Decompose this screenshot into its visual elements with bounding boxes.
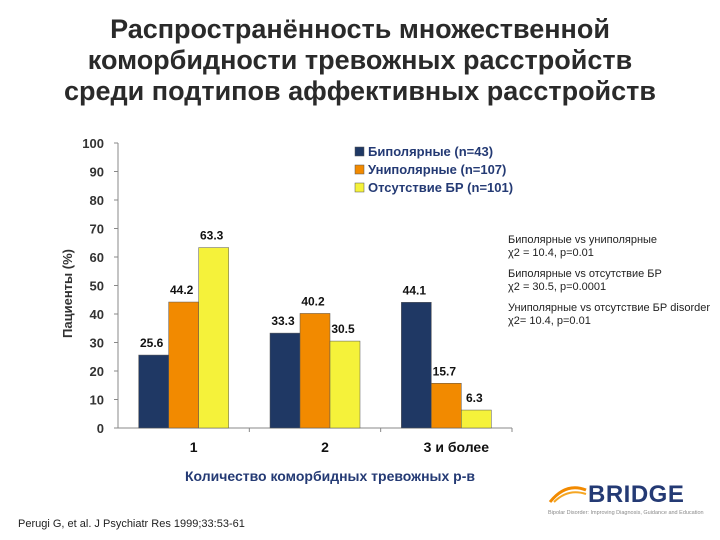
y-tick-label: 80 <box>90 193 104 208</box>
bar-value-label: 6.3 <box>466 391 483 405</box>
stat-value: χ2 = 10.4, p=0.01 <box>508 246 594 259</box>
y-tick-label: 20 <box>90 364 104 379</box>
y-tick-label: 70 <box>90 222 104 237</box>
stat-value: χ2 = 30.5, p=0.0001 <box>508 280 607 293</box>
legend-label: Униполярные (n=107) <box>368 162 506 177</box>
y-axis-title: Пациенты (%) <box>60 249 75 338</box>
bar <box>461 409 492 429</box>
stat-bipolar-vs-unipolar: Биполярные vs униполярные χ2 = 10.4, p=0… <box>508 234 713 259</box>
legend-swatch <box>354 182 365 193</box>
stat-unipolar-vs-none: Униполярные vs отсутствие БР disorder χ2… <box>508 302 713 327</box>
bar-value-label: 33.3 <box>271 314 295 328</box>
title-line-1: Распространённость множественной <box>110 14 610 44</box>
title-line-3: среди подтипов аффективных расстройств <box>64 76 656 106</box>
bar-value-label: 44.1 <box>403 283 427 297</box>
y-tick-label: 100 <box>82 136 104 151</box>
stat-label: Униполярные vs отсутствие БР disorder <box>508 302 711 314</box>
bar-value-label: 25.6 <box>140 336 164 350</box>
x-tick-label: 3 и более <box>424 439 490 455</box>
bar-value-label: 44.2 <box>170 283 194 297</box>
bar <box>198 247 229 429</box>
stat-label: Биполярные vs униполярные <box>508 234 658 246</box>
title-line-2: коморбидности тревожных расстройств <box>87 45 633 75</box>
bar-value-label: 40.2 <box>301 294 325 308</box>
slide-title: Распространённость множественной коморби… <box>0 14 720 107</box>
bar <box>329 340 361 429</box>
y-tick-label: 10 <box>90 393 104 408</box>
bar <box>138 354 169 429</box>
legend-swatch <box>354 164 365 175</box>
citation: Perugi G, et al. J Psychiatr Res 1999;33… <box>18 518 245 530</box>
y-tick-label: 40 <box>90 307 104 322</box>
y-tick-label: 0 <box>97 421 104 436</box>
bar-value-label: 15.7 <box>433 364 457 378</box>
x-tick-label: 1 <box>190 439 198 455</box>
bar <box>431 383 462 429</box>
legend-swatch <box>354 146 365 157</box>
bar <box>269 332 301 429</box>
y-tick-label: 60 <box>90 250 104 265</box>
x-axis-title: Количество коморбидных тревожных р-в <box>185 468 475 484</box>
bar-value-label: 63.3 <box>200 229 224 243</box>
bar <box>401 302 432 429</box>
bar <box>299 313 331 429</box>
y-tick-label: 50 <box>90 279 104 294</box>
bar-value-label: 30.5 <box>331 322 355 336</box>
logo-tagline: Bipolar Disorder: Improving Diagnosis, G… <box>548 510 704 516</box>
stat-bipolar-vs-none: Биполярные vs отсутствие БР χ2 = 30.5, p… <box>508 268 713 293</box>
legend-label: Биполярные (n=43) <box>368 144 493 159</box>
bridge-logo: BRIDGE Bipolar Disorder: Improving Diagn… <box>548 478 708 530</box>
y-tick-label: 90 <box>90 165 104 180</box>
logo-wordmark: BRIDGE <box>588 481 685 508</box>
bar <box>168 301 199 429</box>
stat-value: χ2= 10.4, p=0.01 <box>508 314 591 327</box>
legend-label: Отсутствие БР (n=101) <box>368 180 513 195</box>
bridge-arc-icon <box>548 486 587 503</box>
y-tick-label: 30 <box>90 336 104 351</box>
statistics-panel: Биполярные vs униполярные χ2 = 10.4, p=0… <box>508 234 713 336</box>
stat-label: Биполярные vs отсутствие БР <box>508 268 662 280</box>
x-tick-label: 2 <box>321 439 329 455</box>
